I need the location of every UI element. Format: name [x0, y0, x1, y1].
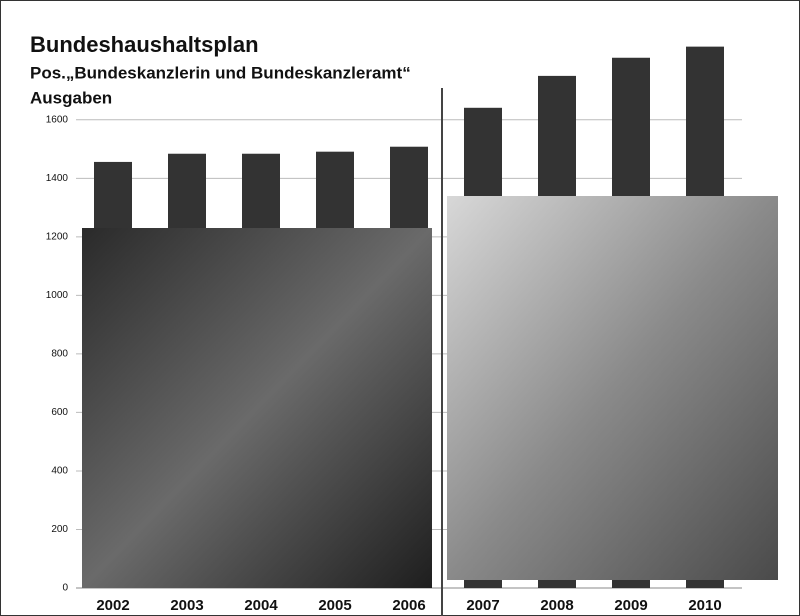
y-tick-label: 0 [62, 583, 68, 594]
x-tick-label: 2003 [170, 597, 203, 614]
x-tick-label: 2009 [614, 597, 647, 614]
x-tick-label: 2008 [540, 597, 573, 614]
x-tick-label: 2006 [392, 597, 425, 614]
photo-right [447, 196, 778, 580]
y-tick-label: 400 [51, 466, 68, 477]
x-tick-label: 2002 [96, 597, 129, 614]
x-tick-label: 2005 [318, 597, 351, 614]
x-tick-label: 2010 [688, 597, 721, 614]
y-tick-label: 1400 [46, 173, 69, 184]
photo-left [82, 228, 432, 588]
y-axis-label: Ausgaben [30, 88, 112, 107]
y-tick-label: 1200 [46, 231, 69, 242]
y-tick-label: 1600 [46, 114, 69, 125]
y-tick-label: 1000 [46, 290, 69, 301]
chart-title: Bundeshaushaltsplan [30, 32, 259, 57]
y-tick-label: 800 [51, 349, 68, 360]
y-tick-label: 600 [51, 407, 68, 418]
x-tick-label: 2007 [466, 597, 499, 614]
y-tick-label: 200 [51, 524, 68, 535]
x-tick-label: 2004 [244, 597, 278, 614]
chart-subtitle: Pos.„Bundeskanzlerin und Bundeskanzleram… [30, 63, 411, 82]
